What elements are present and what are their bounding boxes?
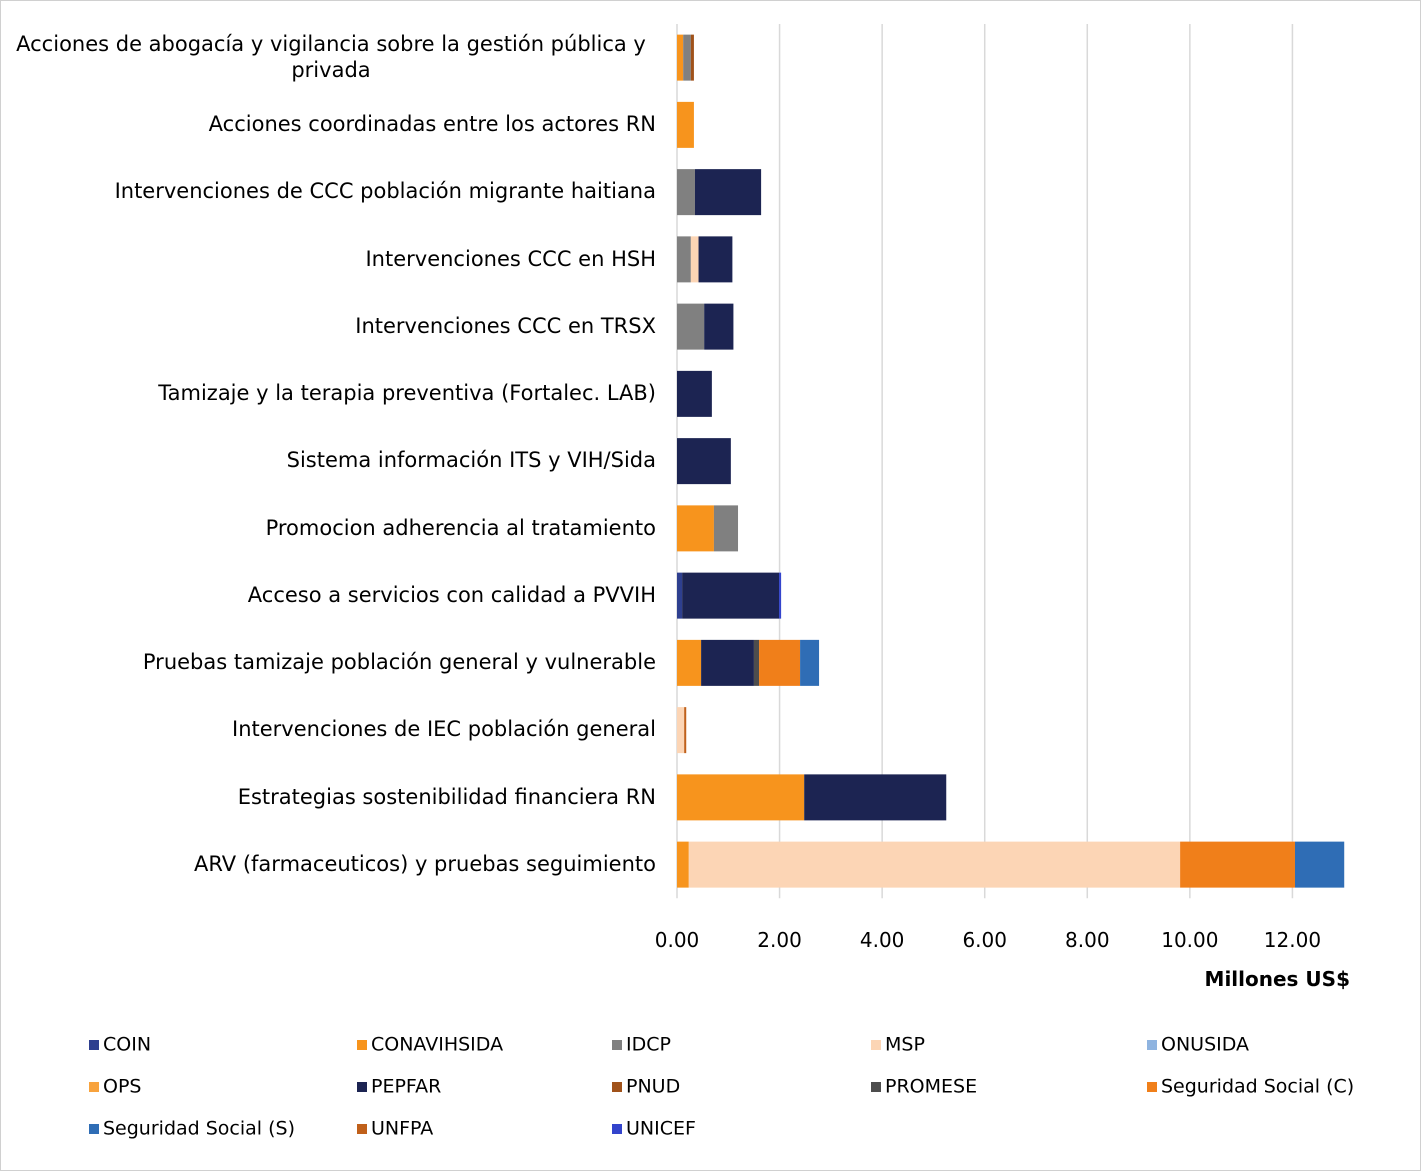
bar-segment [677, 841, 689, 888]
legend-label: OPS [103, 1076, 141, 1098]
bar-segment [713, 505, 739, 552]
legend-swatch [612, 1082, 622, 1092]
legend-label: COIN [103, 1034, 151, 1056]
legend-label: Seguridad Social (C) [1161, 1076, 1354, 1098]
bar-segment [704, 303, 734, 350]
y-tick-label: Intervenciones CCC en TRSX [355, 313, 656, 338]
x-tick-label: 4.00 [860, 928, 905, 952]
legend-swatch [89, 1082, 99, 1092]
bar-segment [684, 707, 687, 754]
x-tick-label: 0.00 [655, 928, 700, 952]
bar-segment [1294, 841, 1345, 888]
legend-swatch [612, 1040, 622, 1050]
y-tick-label: Acceso a servicios con calidad a PVVIH [247, 582, 656, 607]
x-axis-label: Millones US$ [1205, 967, 1350, 991]
bar-segment [677, 101, 694, 148]
y-tick-label: Estrategias sostenibilidad financiera RN [237, 784, 656, 809]
legend-label: ONUSIDA [1161, 1034, 1249, 1056]
x-tick-label: 10.00 [1161, 928, 1218, 952]
x-tick-label: 6.00 [962, 928, 1007, 952]
bar-segment [677, 169, 695, 216]
legend-swatch [89, 1124, 99, 1134]
bar-segment [677, 34, 684, 81]
x-tick-label: 12.00 [1264, 928, 1321, 952]
y-tick-label: Promocion adherencia al tratamiento [265, 515, 656, 540]
legend-label: IDCP [626, 1034, 671, 1056]
bar-segment [683, 34, 691, 81]
legend-swatch [871, 1082, 881, 1092]
bar-segment [677, 707, 685, 754]
bar-segment [690, 34, 694, 81]
bar-segment [677, 438, 731, 485]
legend-swatch [357, 1082, 367, 1092]
bar-segment [1180, 841, 1295, 888]
bar-segment [677, 505, 714, 552]
y-tick-label: Acciones de abogacía y vigilancia sobre … [16, 32, 646, 82]
legend-swatch [1147, 1082, 1157, 1092]
bar-segment [759, 639, 801, 686]
x-tick-label: 2.00 [757, 928, 802, 952]
y-tick-label: Acciones coordinadas entre los actores R… [208, 112, 656, 137]
y-tick-label: Tamizaje y la terapia preventiva (Fortal… [158, 381, 656, 406]
bar-segment [779, 572, 782, 619]
bar-segment [694, 169, 762, 216]
y-tick-label: ARV (farmaceuticos) y pruebas seguimient… [194, 851, 656, 876]
legend-label: PROMESE [885, 1076, 977, 1098]
legend-label: UNFPA [371, 1118, 433, 1140]
bar-segment [677, 303, 705, 350]
bar-segment [698, 236, 733, 283]
y-tick-label: Intervenciones de CCC población migrante… [114, 179, 656, 204]
y-tick-label: Intervenciones CCC en HSH [365, 246, 656, 271]
legend-label: Seguridad Social (S) [103, 1118, 295, 1140]
y-tick-label: Pruebas tamizaje población general y vul… [142, 650, 656, 675]
bar-segment [690, 236, 699, 283]
legend-swatch [89, 1040, 99, 1050]
bar-segment [677, 370, 712, 417]
y-tick-label: Sistema información ITS y VIH/Sida [286, 448, 656, 473]
legend-swatch [357, 1124, 367, 1134]
y-tick-label: Intervenciones de IEC población general [232, 717, 656, 742]
legend-label: CONAVIHSIDA [371, 1034, 503, 1056]
bar-segment [677, 774, 805, 821]
legend-label: MSP [885, 1034, 925, 1056]
bar-segment [677, 639, 702, 686]
bar-segment [677, 572, 683, 619]
legend-label: UNICEF [626, 1118, 696, 1140]
legend-swatch [357, 1040, 367, 1050]
bar-segment [753, 639, 760, 686]
bar-segment [804, 774, 947, 821]
bar-segment [701, 639, 754, 686]
bar-segment [688, 841, 1181, 888]
bar-segment [682, 572, 780, 619]
legend-swatch [871, 1040, 881, 1050]
legend-label: PNUD [626, 1076, 680, 1098]
bar-segment [800, 639, 820, 686]
bar-segment [677, 236, 691, 283]
x-tick-label: 8.00 [1065, 928, 1110, 952]
legend-label: PEPFAR [371, 1076, 441, 1098]
legend-swatch [612, 1124, 622, 1134]
legend-swatch [1147, 1040, 1157, 1050]
